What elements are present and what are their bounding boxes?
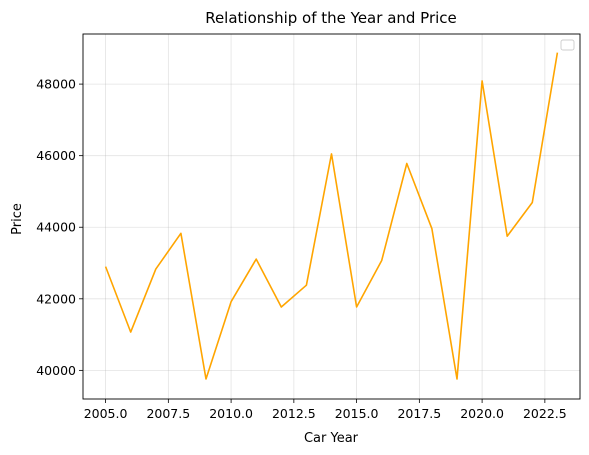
x-tick-label: 2020.0 <box>460 406 504 421</box>
y-tick-label: 40000 <box>36 363 76 378</box>
x-tick-label: 2010.0 <box>209 406 253 421</box>
x-axis: 2005.0 2007.5 2010.0 2012.5 2015.0 2017.5 2020… <box>84 399 567 421</box>
grid <box>83 34 580 399</box>
y-axis: 40000 42000 44000 46000 48000 <box>36 77 83 378</box>
y-tick-label: 46000 <box>36 148 76 163</box>
y-tick-label: 44000 <box>36 220 76 235</box>
x-tick-label: 2015.0 <box>335 406 379 421</box>
legend-box <box>560 39 575 51</box>
series-layer <box>104 52 559 380</box>
plot-frame <box>82 33 581 400</box>
x-axis-label: Car Year <box>304 431 359 446</box>
y-tick-label: 42000 <box>36 291 76 306</box>
price-series-line <box>104 52 559 380</box>
chart-title: Relationship of the Year and Price <box>205 9 457 27</box>
y-tick-label: 48000 <box>36 77 76 92</box>
y-axis-label: Price <box>10 203 25 235</box>
x-tick-label: 2012.5 <box>272 406 316 421</box>
x-tick-label: 2007.5 <box>146 406 190 421</box>
x-tick-label: 2017.5 <box>397 406 441 421</box>
x-tick-label: 2022.5 <box>523 406 567 421</box>
x-tick-label: 2005.0 <box>84 406 128 421</box>
